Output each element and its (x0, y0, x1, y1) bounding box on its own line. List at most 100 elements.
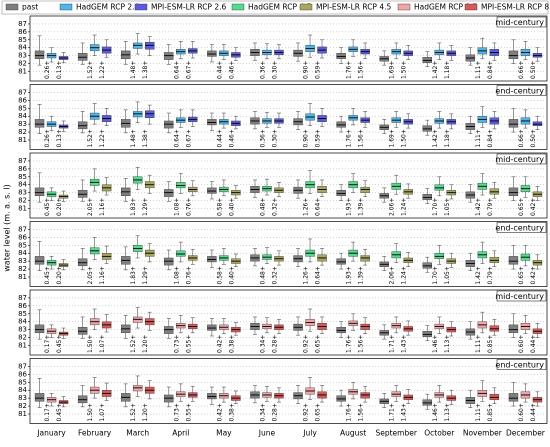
change-annotation: 0.48+ (259, 198, 266, 216)
change-annotation: 0.67+ (185, 61, 192, 79)
change-annotation: 1.46+ (432, 335, 439, 353)
box (508, 393, 519, 402)
y-tick-label: 84 (18, 44, 27, 52)
y-tick-label: 86 (18, 165, 27, 173)
change-annotation: 1.46+ (432, 403, 439, 421)
change-annotation: 0.65+ (315, 335, 322, 353)
change-annotation: 1.22+ (99, 129, 106, 147)
change-annotation: 1.24+ (401, 266, 408, 284)
y-tick-label: 83 (18, 189, 27, 197)
change-annotation: 1.13+ (444, 335, 451, 353)
change-annotation: 1.18+ (444, 61, 451, 79)
change-annotation: 1.42+ (432, 129, 439, 147)
legend-label: past (22, 3, 38, 12)
change-annotation: 1.26+ (303, 266, 310, 284)
box (34, 256, 45, 265)
x-tick-label: December (506, 429, 546, 438)
change-annotation: 0.76+ (185, 266, 192, 284)
legend-label: HadGEM RCP 4.5 (248, 3, 312, 12)
change-annotation: 0.65+ (518, 266, 525, 284)
y-tick-label: 87 (18, 294, 27, 302)
change-annotation: 0.26+ (44, 129, 51, 147)
y-tick-label: 87 (18, 362, 27, 370)
y-tick-label: 87 (18, 88, 27, 96)
change-annotation: 0.67+ (185, 129, 192, 147)
legend-swatch (5, 3, 19, 11)
period-label: mid-century (495, 155, 544, 164)
change-annotation: 1.38+ (142, 61, 149, 79)
y-tick-label: 84 (18, 386, 27, 394)
change-annotation: 1.52+ (87, 61, 94, 79)
change-annotation: 0.32+ (271, 266, 278, 284)
change-annotation: 0.76+ (185, 198, 192, 216)
period-label: end-century (495, 361, 544, 370)
y-tick-label: 86 (18, 28, 27, 36)
x-tick-label: February (78, 429, 112, 438)
change-annotation: 0.64+ (173, 129, 180, 147)
change-annotation: 1.43+ (401, 335, 408, 353)
legend-swatch (134, 3, 148, 11)
y-tick-label: 82 (18, 197, 27, 205)
period-label-box (496, 290, 547, 302)
change-annotation: 1.50+ (401, 61, 408, 79)
change-annotation: 1.93+ (346, 266, 353, 284)
change-annotation: 1.39+ (358, 198, 365, 216)
change-annotation: 1.24+ (401, 198, 408, 216)
legend-swatch (397, 3, 411, 11)
change-annotation: 2.05+ (87, 198, 94, 216)
period-label-box (496, 153, 547, 165)
change-annotation: 0.44+ (216, 61, 223, 79)
legend-label: HadGEM RCP 2.6 (76, 3, 140, 12)
period-label-box (496, 16, 547, 28)
change-annotation: 2.06+ (389, 266, 396, 284)
change-annotation: 0.42+ (216, 403, 223, 421)
y-tick-label: 81 (18, 273, 27, 281)
change-annotation: 1.70+ (432, 266, 439, 284)
y-tick-label: 81 (18, 204, 27, 212)
y-tick-label: 81 (18, 136, 27, 144)
y-tick-label: 83 (18, 326, 27, 334)
period-label-box (496, 85, 547, 96)
box (508, 50, 519, 60)
change-annotation: 2.06+ (389, 198, 396, 216)
change-annotation: 0.30+ (271, 129, 278, 147)
change-annotation: 1.11+ (475, 129, 482, 147)
y-axis-label: water level (m. a. s. l) (3, 184, 12, 272)
change-annotation: 1.18+ (444, 129, 451, 147)
change-annotation: 1.56+ (358, 129, 365, 147)
change-annotation: 1.07+ (99, 335, 106, 353)
change-annotation: 0.17+ (44, 335, 51, 353)
change-annotation: 0.73+ (173, 403, 180, 421)
change-annotation: 1.70+ (432, 198, 439, 216)
panel-frame (29, 289, 548, 356)
change-annotation: 0.64+ (315, 266, 322, 284)
change-annotation: 1.39+ (358, 266, 365, 284)
change-annotation: 1.05+ (444, 198, 451, 216)
y-tick-label: 86 (18, 233, 27, 241)
change-annotation: 1.76+ (346, 129, 353, 147)
change-annotation: 0.30+ (271, 61, 278, 79)
legend-label: MPI-ESM-LR RCP 2.6 (151, 3, 226, 12)
legend-label: MPI-ESM-LR RCP 8.5 (481, 3, 550, 12)
y-tick-label: 82 (18, 60, 27, 68)
y-tick-label: 86 (18, 302, 27, 310)
change-annotation: 0.59+ (315, 129, 322, 147)
change-annotation: 1.76+ (346, 61, 353, 79)
x-tick-label: March (126, 429, 149, 438)
change-annotation: 0.42+ (530, 266, 537, 284)
x-tick-label: January (36, 429, 66, 438)
change-annotation: 1.11+ (475, 335, 482, 353)
change-annotation: 1.42+ (475, 198, 482, 216)
y-tick-label: 85 (18, 104, 27, 112)
change-annotation: 1.52+ (130, 403, 137, 421)
change-annotation: 0.85+ (487, 335, 494, 353)
change-annotation: 0.73+ (173, 335, 180, 353)
legend-label: MPI-ESM-LR RCP 4.5 (316, 3, 391, 12)
y-tick-label: 86 (18, 96, 27, 104)
legend-swatch (59, 3, 73, 11)
change-annotation: 0.38+ (228, 403, 235, 421)
change-annotation: 1.76+ (346, 335, 353, 353)
change-annotation: 1.56+ (358, 403, 365, 421)
change-annotation: 1.22+ (99, 61, 106, 79)
